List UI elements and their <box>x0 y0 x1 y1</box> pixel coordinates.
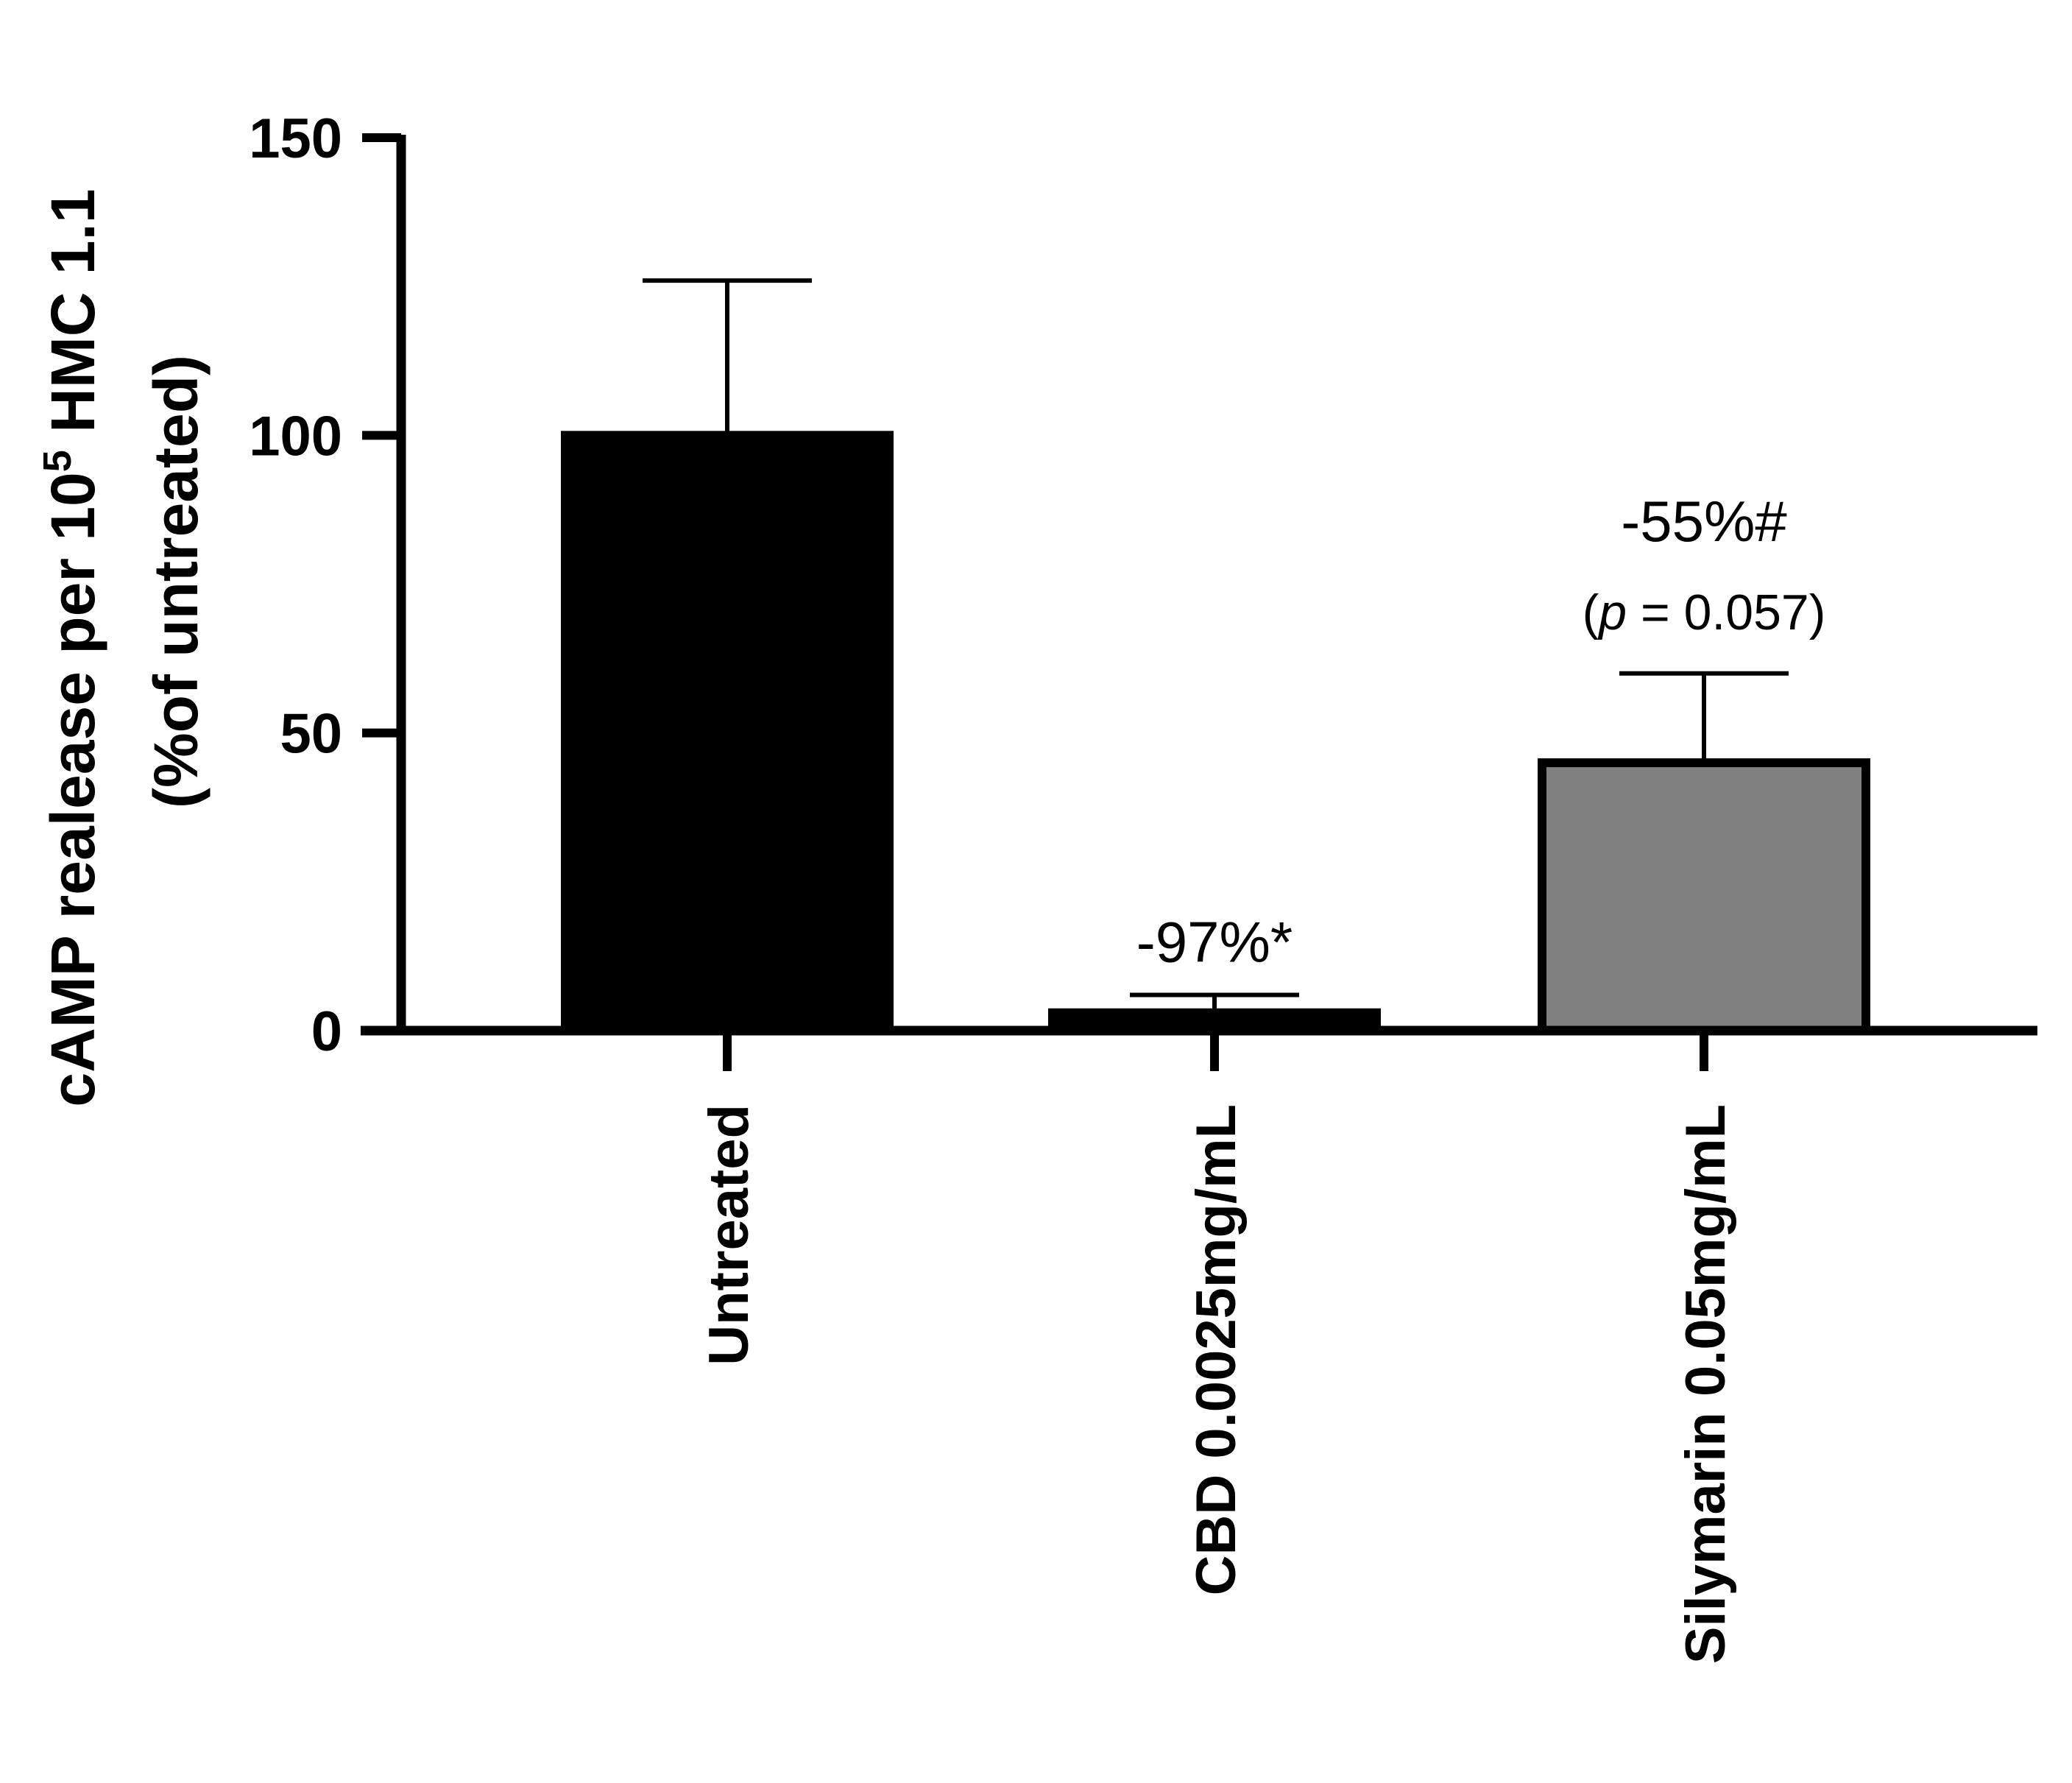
y-axis-label-line2: (%of untreated) <box>141 355 211 808</box>
y-tick-label-0: 0 <box>311 1000 342 1063</box>
annotation-silymarin: -55%# <box>1621 489 1786 554</box>
y-axis-label-line1: cAMP realease per 105 HMC 1.1 <box>35 188 107 1106</box>
x-tick-label-2: Silymarin 0.05mg/mL <box>1675 1104 1737 1664</box>
annotation-silymarin-pvalue: (p = 0.057) <box>1583 585 1826 640</box>
y-tick-label-3: 150 <box>249 107 342 170</box>
y-tick-label-1: 50 <box>280 703 342 766</box>
x-tick-label-0: Untreated <box>698 1104 760 1366</box>
y-axis-label: cAMP realease per 105 HMC 1.1 (%of untre… <box>35 188 211 1106</box>
bar-0 <box>561 431 894 1035</box>
x-tick-label-1: CBD 0.0025mg/mL <box>1185 1104 1248 1595</box>
plot-area: 0 50 100 150 Untreated CBD 0.0025mg/mL Silymar… <box>249 107 2037 1664</box>
annotations: -97%* -55%# (p = 0.057) <box>1136 489 1826 975</box>
y-tick-label-2: 100 <box>249 405 342 467</box>
annotation-cbd: -97%* <box>1136 909 1293 974</box>
bar-2 <box>1538 758 1870 1035</box>
